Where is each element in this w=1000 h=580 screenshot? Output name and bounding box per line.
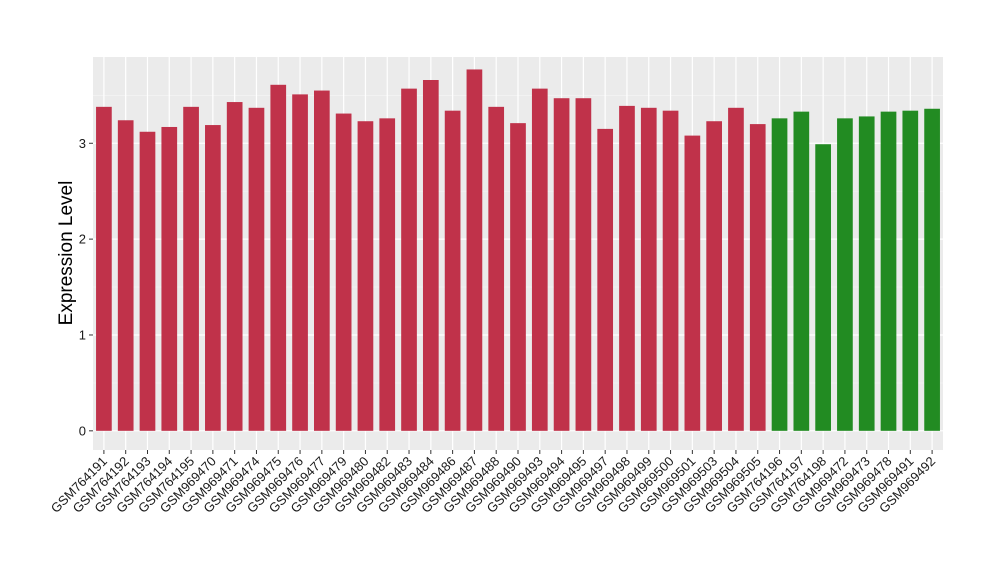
- x-axis: GSM764191GSM764192GSM764193GSM764194GSM7…: [48, 450, 938, 516]
- bar: [205, 125, 221, 431]
- bar: [619, 105, 635, 431]
- bar: [314, 90, 330, 431]
- bar: [488, 106, 505, 431]
- y-tick-label: 2: [79, 232, 86, 247]
- bar: [771, 118, 788, 431]
- bar: [662, 110, 679, 431]
- bar: [466, 69, 483, 431]
- bar: [335, 113, 352, 431]
- bar: [640, 107, 657, 431]
- bar: [880, 111, 897, 431]
- bar: [226, 102, 243, 431]
- bar: [553, 98, 570, 431]
- bars-group: [96, 69, 940, 431]
- bar: [575, 98, 592, 431]
- bar: [444, 110, 461, 431]
- y-axis-title: Expression Level: [56, 181, 77, 326]
- bar: [902, 110, 919, 431]
- bar: [749, 124, 766, 431]
- bar: [597, 128, 614, 431]
- bar: [728, 107, 744, 431]
- bar: [270, 84, 287, 431]
- bar: [357, 121, 374, 431]
- bar: [684, 135, 701, 431]
- bar: [858, 116, 875, 431]
- bar: [837, 118, 853, 431]
- y-axis: 0 1 2 3: [79, 136, 93, 438]
- bar: [248, 107, 265, 431]
- bar: [161, 126, 178, 431]
- bar: [96, 106, 112, 431]
- y-tick-label: 0: [79, 423, 86, 438]
- bar: [139, 131, 156, 431]
- bar: [183, 106, 199, 431]
- bar: [379, 118, 396, 431]
- bar: [510, 123, 526, 431]
- bar: [292, 94, 308, 431]
- bar: [531, 88, 548, 431]
- y-tick-label: 1: [79, 327, 86, 342]
- bar: [401, 88, 417, 431]
- y-tick-label: 3: [79, 136, 86, 151]
- bar: [422, 80, 439, 431]
- bar: [924, 108, 940, 431]
- bar: [117, 120, 134, 431]
- bar: [815, 144, 831, 431]
- bar: [706, 121, 722, 431]
- bar: [793, 111, 810, 431]
